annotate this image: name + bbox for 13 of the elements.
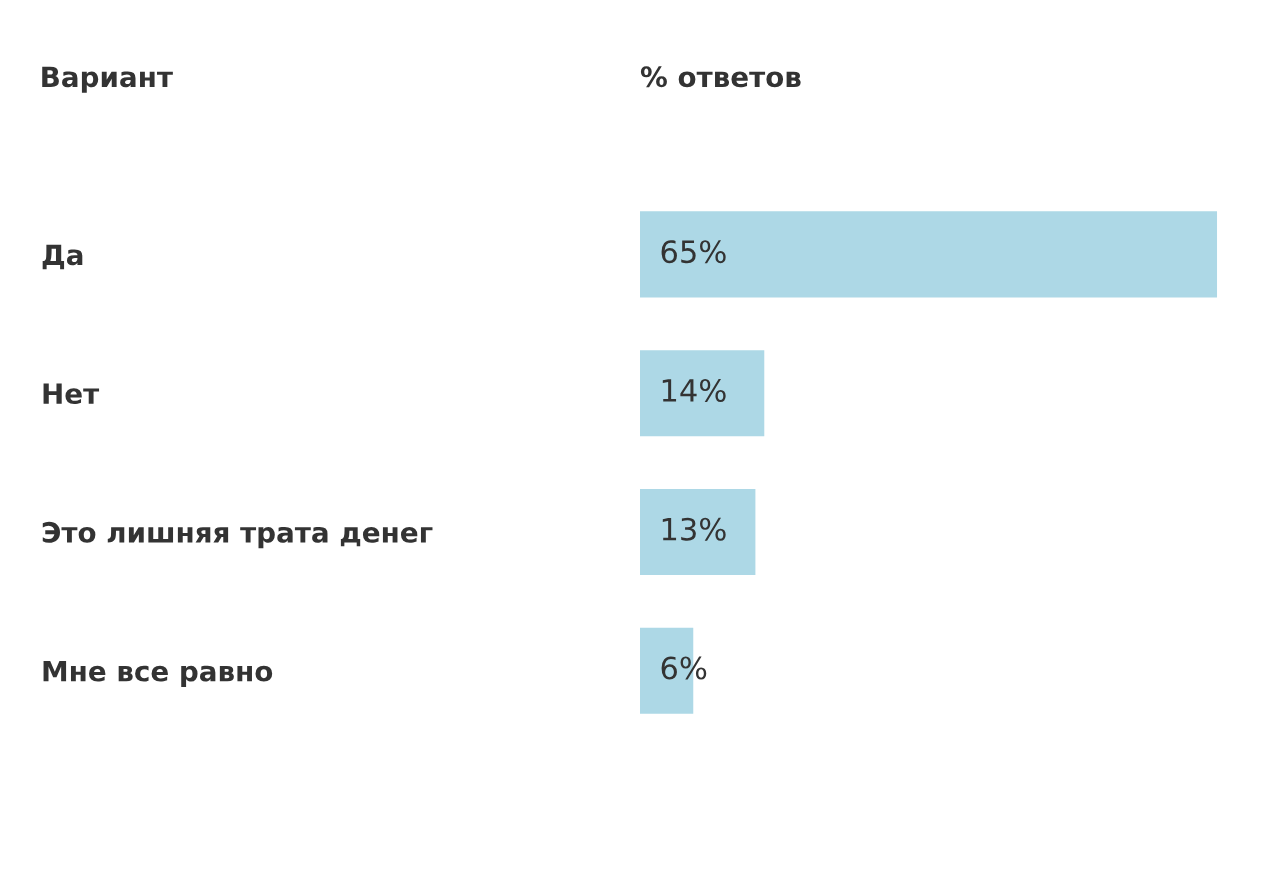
data-label: 14% <box>662 378 726 403</box>
y-tick-label: Нет <box>43 383 100 405</box>
y-tick-label: Это лишняя трата денег <box>42 521 433 549</box>
y-tick-label: Да <box>42 244 83 270</box>
x-axis-title: % ответов <box>640 66 801 88</box>
bar <box>640 211 1218 298</box>
y-axis-title: Вариант <box>42 66 173 93</box>
bar <box>640 350 765 437</box>
data-label: 6% <box>661 656 707 680</box>
data-label: 65% <box>661 240 726 264</box>
bar <box>640 488 756 575</box>
y-tick-label: Мне все равно <box>43 660 273 687</box>
data-label: 13% <box>662 517 726 541</box>
